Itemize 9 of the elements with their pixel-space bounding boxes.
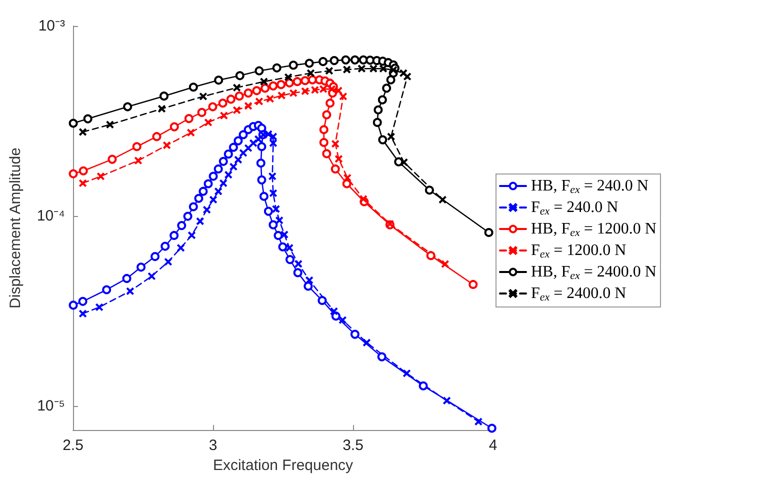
x-tick-label: 2.5 [62, 437, 84, 454]
y-tick-label: 10⁻³ [38, 18, 65, 34]
y-axis-title: Displacement Amplitude [7, 148, 24, 308]
y-tick-label: 10⁻⁴ [36, 208, 65, 225]
y-tick-label: 10⁻⁵ [37, 398, 65, 415]
x-tick-label: 3 [208, 437, 218, 454]
x-tick-label: 4 [488, 437, 498, 454]
x-axis-title: Excitation Frequency [212, 457, 354, 474]
x-tick-label: 3.5 [342, 437, 364, 454]
